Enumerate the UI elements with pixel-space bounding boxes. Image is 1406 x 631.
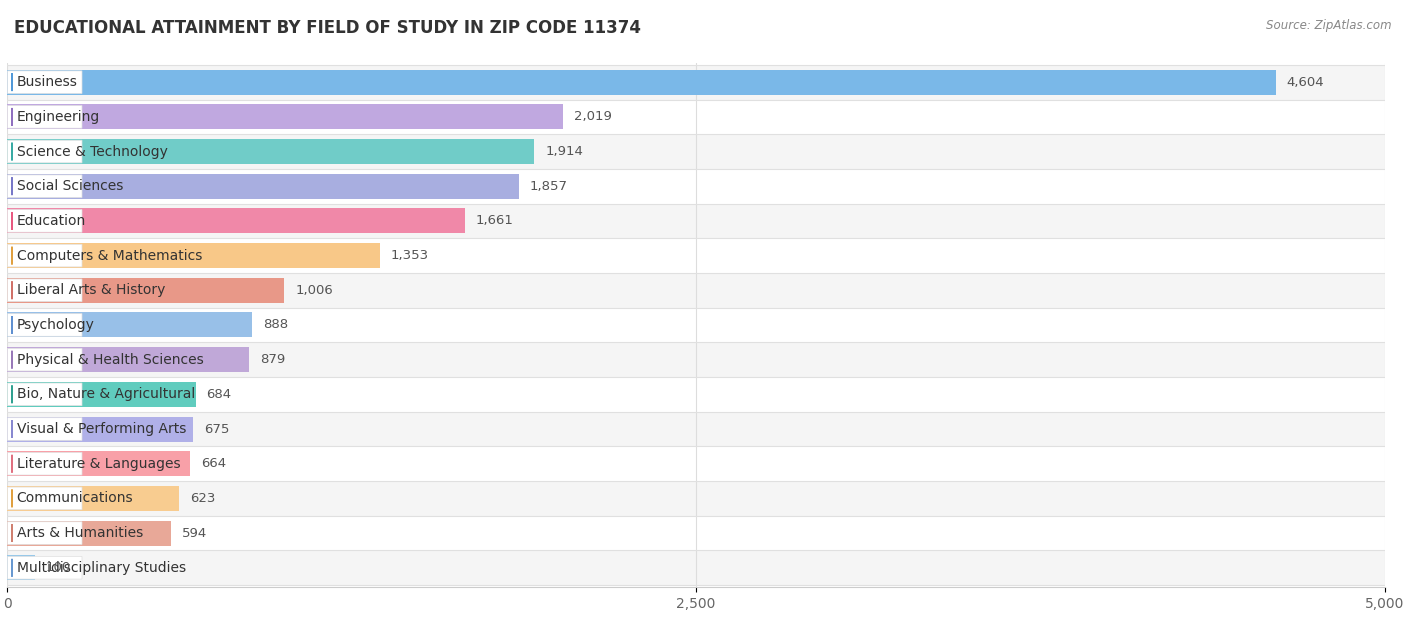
Text: Social Sciences: Social Sciences bbox=[17, 179, 124, 193]
Text: Bio, Nature & Agricultural: Bio, Nature & Agricultural bbox=[17, 387, 195, 401]
Bar bbox=[7, 278, 284, 303]
Text: Education: Education bbox=[17, 214, 86, 228]
Text: 4,604: 4,604 bbox=[1286, 76, 1324, 89]
FancyBboxPatch shape bbox=[7, 383, 82, 406]
FancyBboxPatch shape bbox=[7, 348, 82, 371]
Text: 675: 675 bbox=[204, 423, 229, 435]
FancyBboxPatch shape bbox=[7, 522, 82, 545]
Text: Communications: Communications bbox=[17, 492, 134, 505]
Bar bbox=[7, 169, 1385, 204]
FancyBboxPatch shape bbox=[7, 279, 82, 302]
Text: 684: 684 bbox=[207, 388, 232, 401]
Bar bbox=[7, 139, 534, 164]
Bar bbox=[7, 550, 1385, 585]
FancyBboxPatch shape bbox=[7, 487, 82, 510]
Text: Psychology: Psychology bbox=[17, 318, 94, 332]
Text: 594: 594 bbox=[181, 527, 207, 540]
Text: Literature & Languages: Literature & Languages bbox=[17, 457, 180, 471]
FancyBboxPatch shape bbox=[7, 314, 82, 336]
Bar bbox=[7, 134, 1385, 169]
Bar bbox=[7, 347, 249, 372]
Bar bbox=[7, 174, 519, 199]
FancyBboxPatch shape bbox=[7, 140, 82, 163]
Bar bbox=[7, 446, 1385, 481]
Bar bbox=[7, 382, 195, 407]
FancyBboxPatch shape bbox=[7, 557, 82, 579]
Bar bbox=[7, 208, 465, 233]
Bar bbox=[7, 243, 380, 268]
Bar bbox=[7, 521, 170, 546]
Bar bbox=[7, 416, 193, 442]
Bar bbox=[7, 377, 1385, 411]
FancyBboxPatch shape bbox=[7, 71, 82, 93]
Text: Source: ZipAtlas.com: Source: ZipAtlas.com bbox=[1267, 19, 1392, 32]
Text: 888: 888 bbox=[263, 319, 288, 331]
Bar bbox=[7, 65, 1385, 100]
Bar bbox=[7, 100, 1385, 134]
Text: 1,006: 1,006 bbox=[295, 284, 333, 297]
Bar bbox=[7, 555, 35, 581]
Text: Liberal Arts & History: Liberal Arts & History bbox=[17, 283, 165, 297]
Text: 1,353: 1,353 bbox=[391, 249, 429, 262]
FancyBboxPatch shape bbox=[7, 418, 82, 440]
Text: 1,661: 1,661 bbox=[475, 215, 513, 227]
Bar bbox=[7, 104, 564, 129]
Text: Physical & Health Sciences: Physical & Health Sciences bbox=[17, 353, 204, 367]
Bar bbox=[7, 239, 1385, 273]
Bar bbox=[7, 411, 1385, 446]
Text: 623: 623 bbox=[190, 492, 215, 505]
Text: Visual & Performing Arts: Visual & Performing Arts bbox=[17, 422, 186, 436]
Text: 664: 664 bbox=[201, 457, 226, 470]
Bar bbox=[7, 481, 1385, 516]
Text: Science & Technology: Science & Technology bbox=[17, 144, 167, 158]
FancyBboxPatch shape bbox=[7, 244, 82, 267]
Text: Engineering: Engineering bbox=[17, 110, 100, 124]
Text: 879: 879 bbox=[260, 353, 285, 366]
Bar bbox=[7, 451, 190, 476]
Text: 100: 100 bbox=[45, 561, 70, 574]
Text: Business: Business bbox=[17, 75, 77, 89]
Bar bbox=[7, 342, 1385, 377]
Text: 2,019: 2,019 bbox=[575, 110, 613, 123]
Text: EDUCATIONAL ATTAINMENT BY FIELD OF STUDY IN ZIP CODE 11374: EDUCATIONAL ATTAINMENT BY FIELD OF STUDY… bbox=[14, 19, 641, 37]
Bar bbox=[7, 486, 179, 511]
Bar bbox=[7, 516, 1385, 550]
Text: Computers & Mathematics: Computers & Mathematics bbox=[17, 249, 202, 262]
Bar bbox=[7, 273, 1385, 308]
Bar bbox=[7, 204, 1385, 239]
Bar bbox=[7, 312, 252, 338]
Text: Multidisciplinary Studies: Multidisciplinary Studies bbox=[17, 561, 186, 575]
FancyBboxPatch shape bbox=[7, 105, 82, 128]
Text: Arts & Humanities: Arts & Humanities bbox=[17, 526, 143, 540]
Text: 1,914: 1,914 bbox=[546, 145, 583, 158]
Bar bbox=[7, 308, 1385, 342]
FancyBboxPatch shape bbox=[7, 209, 82, 232]
FancyBboxPatch shape bbox=[7, 175, 82, 198]
Bar bbox=[7, 69, 1275, 95]
FancyBboxPatch shape bbox=[7, 452, 82, 475]
Text: 1,857: 1,857 bbox=[530, 180, 568, 192]
